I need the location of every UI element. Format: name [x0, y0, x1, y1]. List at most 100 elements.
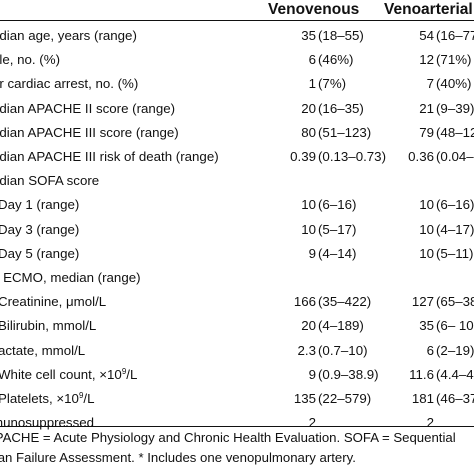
footnote-line-2: rgan Failure Assessment. * Includes one … [0, 450, 356, 465]
table-row: Bilirubin, mmol/L 20(4–189) 35(6– 101) [0, 314, 474, 338]
venovenous-range: (0.13–0.73) [318, 149, 387, 164]
venoarterial-range: (4.4–44. [436, 366, 474, 382]
row-label: edian age, years (range) [0, 28, 137, 43]
venovenous-value: 9 [308, 245, 316, 261]
venoarterial-range: (16–77) [436, 28, 474, 43]
row-label-unit: /L [83, 391, 95, 406]
venoarterial-value: 10 [419, 221, 434, 237]
table-row: e ECMO, median (range) [0, 266, 474, 290]
bottom-rule [0, 426, 474, 427]
venovenous-range: (0.7–10) [318, 342, 368, 358]
venovenous-value: 135 [293, 391, 316, 406]
venovenous-value: 20 [301, 318, 316, 334]
venovenous-value: 1 [308, 76, 316, 92]
venovenous-value: 80 [301, 124, 316, 140]
table-footnote: APACHE = Acute Physiology and Chronic He… [0, 428, 474, 468]
row-label: edian APACHE II score (range) [0, 100, 176, 116]
row-label-text: White cell count, ×10 [0, 366, 122, 382]
venovenous-range: (22–579) [318, 391, 372, 406]
table-row: Day 5 (range) 9 (4–14) 10 (5–11) [0, 242, 474, 266]
venoarterial-range: (2–19) [436, 342, 474, 358]
venoarterial-value: 7 [426, 76, 434, 92]
venovenous-range: (51–123) [318, 124, 372, 140]
venovenous-range: (46%) [318, 52, 354, 68]
table-row: White cell count, ×109/L 9 (0.9–38.9) 11.6(… [0, 363, 474, 387]
table-row: Day 1 (range) 10 (6–16) 10 (6–16) [0, 193, 474, 217]
column-header-venovenous: Venovenous [268, 1, 360, 18]
venoarterial-value: 127 [411, 294, 434, 310]
venoarterial-range: (48–128) [436, 124, 474, 140]
row-label: actate, mmol/L [0, 342, 86, 358]
venoarterial-value: 2 [426, 415, 434, 431]
venovenous-range: (18–55) [318, 28, 364, 43]
venoarterial-value: 21 [419, 100, 434, 116]
row-label: Platelets, ×109/L [0, 387, 95, 411]
venovenous-range: (4–189) [318, 318, 364, 334]
row-label: Day 3 (range) [0, 221, 80, 237]
venoarterial-value: 10 [419, 245, 434, 261]
venoarterial-range: (6–16) [436, 197, 474, 213]
venoarterial-range: (9–39) [436, 100, 474, 116]
venoarterial-value: 79 [419, 124, 434, 140]
venovenous-value: 166 [293, 294, 316, 310]
venoarterial-value: 54 [419, 28, 434, 43]
venovenous-value: 6 [308, 52, 316, 68]
venoarterial-range: (65–383) [436, 294, 474, 310]
venovenous-range: (7%) [318, 76, 347, 92]
row-label: edian SOFA score [0, 173, 100, 189]
venoarterial-value: 181 [411, 391, 434, 406]
venovenous-range: (0.9–38.9) [318, 366, 379, 382]
table-row: edian SOFA score [0, 169, 474, 193]
venoarterial-range: (0.04–0.9 [436, 149, 474, 164]
header-rule [0, 20, 474, 21]
row-label: or cardiac arrest, no. (%) [0, 76, 139, 92]
venoarterial-range: (5–11) [436, 245, 474, 261]
table-row: or cardiac arrest, no. (%) 1 (7%) 7 (40%) [0, 72, 474, 96]
row-label: Bilirubin, mmol/L [0, 318, 97, 334]
venoarterial-range: (6– 101) [436, 318, 474, 334]
table-row: Creatinine, μmol/L 166(35–422) 127(65–383) [0, 290, 474, 314]
venovenous-range: (16–35) [318, 100, 364, 116]
venoarterial-value: 6 [426, 342, 434, 358]
row-label-unit: /L [126, 366, 138, 382]
venovenous-value: 9 [308, 366, 316, 382]
venovenous-value: 10 [301, 221, 316, 237]
venoarterial-range: (4–17) [436, 221, 474, 237]
table-row: Platelets, ×109/L 135(22–579) 181(46–371) [0, 387, 474, 411]
column-header-venoarterial: Venoarterial [384, 1, 473, 18]
venoarterial-range: (46–371) [436, 391, 474, 406]
venovenous-value: 0.39 [290, 149, 316, 164]
row-label: Day 1 (range) [0, 197, 80, 213]
venovenous-value: 2.3 [297, 342, 317, 358]
venovenous-value: 20 [301, 100, 316, 116]
row-label-superscript: 9 [121, 366, 127, 376]
venoarterial-range: (40%) [436, 76, 472, 92]
row-label: ale, no. (%) [0, 52, 60, 68]
venovenous-value: 2 [308, 415, 316, 431]
row-label-text: Platelets, ×10 [0, 391, 79, 406]
venoarterial-value: 0.36 [408, 149, 434, 164]
venoarterial-value: 10 [419, 197, 434, 213]
venovenous-value: 10 [301, 197, 316, 213]
row-label: edian APACHE III score (range) [0, 124, 179, 140]
venovenous-value: 35 [301, 28, 316, 43]
table-row: actate, mmol/L 2.3 (0.7–10) 6 (2–19) [0, 339, 474, 363]
venoarterial-value: 12 [419, 52, 434, 68]
venovenous-range: (5–17) [318, 221, 357, 237]
row-label: edian APACHE III risk of death (range) [0, 149, 219, 164]
table-row: edian APACHE III score (range) 80 (51–123)… [0, 121, 474, 145]
footnote-line-1: APACHE = Acute Physiology and Chronic He… [0, 430, 456, 445]
venoarterial-range: (71%) [436, 52, 472, 68]
row-label: Day 5 (range) [0, 245, 80, 261]
table-row: Day 3 (range) 10 (5–17) 10 (4–17) [0, 218, 474, 242]
venovenous-range: (35–422) [318, 294, 372, 310]
venovenous-range: (4–14) [318, 245, 357, 261]
row-label: White cell count, ×109/L [0, 363, 137, 387]
row-label-superscript: 9 [78, 391, 84, 400]
table-row: edian APACHE II score (range) 20 (16–35) 21… [0, 97, 474, 121]
table-row: edian age, years (range) 35 (18–55) 54 (16–7… [0, 24, 474, 48]
venovenous-range: (6–16) [318, 197, 357, 213]
venoarterial-value: 11.6 [409, 366, 434, 382]
venoarterial-value: 35 [419, 318, 434, 334]
